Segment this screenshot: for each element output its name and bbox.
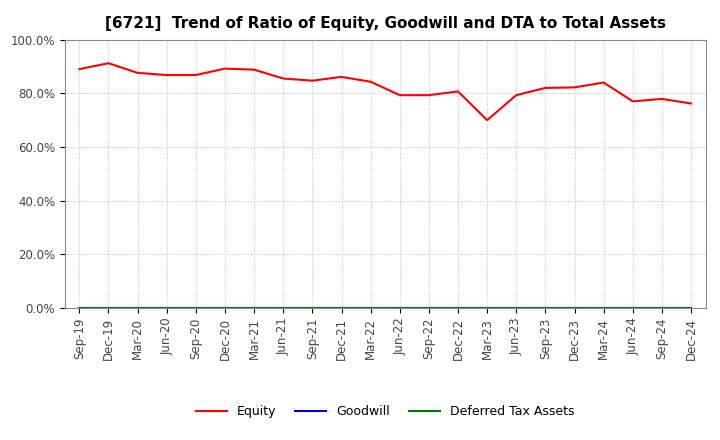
Deferred Tax Assets [337,305,346,311]
Goodwill [220,305,229,311]
Equity [308,78,317,83]
Deferred Tax Assets [163,305,171,311]
Deferred Tax Assets [192,305,200,311]
Deferred Tax Assets [570,305,579,311]
Goodwill [483,305,492,311]
Deferred Tax Assets [512,305,521,311]
Equity [104,61,113,66]
Equity [395,92,404,98]
Goodwill [454,305,462,311]
Equity [570,85,579,90]
Goodwill [250,305,258,311]
Goodwill [163,305,171,311]
Goodwill [192,305,200,311]
Deferred Tax Assets [279,305,287,311]
Legend: Equity, Goodwill, Deferred Tax Assets: Equity, Goodwill, Deferred Tax Assets [191,400,580,423]
Deferred Tax Assets [308,305,317,311]
Goodwill [425,305,433,311]
Equity [657,96,666,102]
Equity [133,70,142,76]
Equity [279,76,287,81]
Goodwill [512,305,521,311]
Deferred Tax Assets [483,305,492,311]
Equity [250,67,258,72]
Goodwill [657,305,666,311]
Goodwill [133,305,142,311]
Goodwill [629,305,637,311]
Equity [425,92,433,98]
Goodwill [570,305,579,311]
Title: [6721]  Trend of Ratio of Equity, Goodwill and DTA to Total Assets: [6721] Trend of Ratio of Equity, Goodwil… [104,16,666,32]
Goodwill [75,305,84,311]
Equity [337,74,346,80]
Equity [454,89,462,94]
Goodwill [279,305,287,311]
Deferred Tax Assets [541,305,550,311]
Equity [366,79,375,84]
Goodwill [337,305,346,311]
Goodwill [541,305,550,311]
Equity [541,85,550,91]
Goodwill [395,305,404,311]
Equity [483,117,492,123]
Deferred Tax Assets [629,305,637,311]
Deferred Tax Assets [425,305,433,311]
Equity [629,99,637,104]
Deferred Tax Assets [75,305,84,311]
Equity [599,80,608,85]
Goodwill [366,305,375,311]
Deferred Tax Assets [599,305,608,311]
Goodwill [687,305,696,311]
Goodwill [599,305,608,311]
Deferred Tax Assets [454,305,462,311]
Deferred Tax Assets [250,305,258,311]
Equity [687,101,696,106]
Equity [512,92,521,98]
Deferred Tax Assets [395,305,404,311]
Deferred Tax Assets [657,305,666,311]
Equity [192,73,200,78]
Deferred Tax Assets [104,305,113,311]
Equity [163,73,171,78]
Line: Equity: Equity [79,63,691,120]
Deferred Tax Assets [133,305,142,311]
Deferred Tax Assets [366,305,375,311]
Equity [75,66,84,72]
Deferred Tax Assets [687,305,696,311]
Goodwill [308,305,317,311]
Deferred Tax Assets [220,305,229,311]
Goodwill [104,305,113,311]
Equity [220,66,229,71]
